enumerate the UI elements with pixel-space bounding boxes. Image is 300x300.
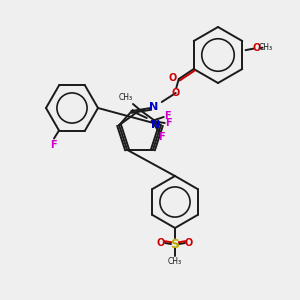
Text: O: O [185,238,193,248]
Text: CH₃: CH₃ [119,94,133,103]
Text: CH₃: CH₃ [259,43,273,52]
Text: F: F [50,140,56,149]
Text: CH₃: CH₃ [168,257,182,266]
Text: O: O [169,73,177,83]
Text: O: O [172,88,180,98]
Text: O: O [157,238,165,248]
Text: O: O [252,43,261,53]
Text: F: F [158,132,165,142]
Text: N: N [151,120,160,130]
Text: S: S [170,238,179,250]
Text: N: N [149,102,158,112]
Text: F: F [164,111,171,121]
Text: F: F [165,118,172,128]
